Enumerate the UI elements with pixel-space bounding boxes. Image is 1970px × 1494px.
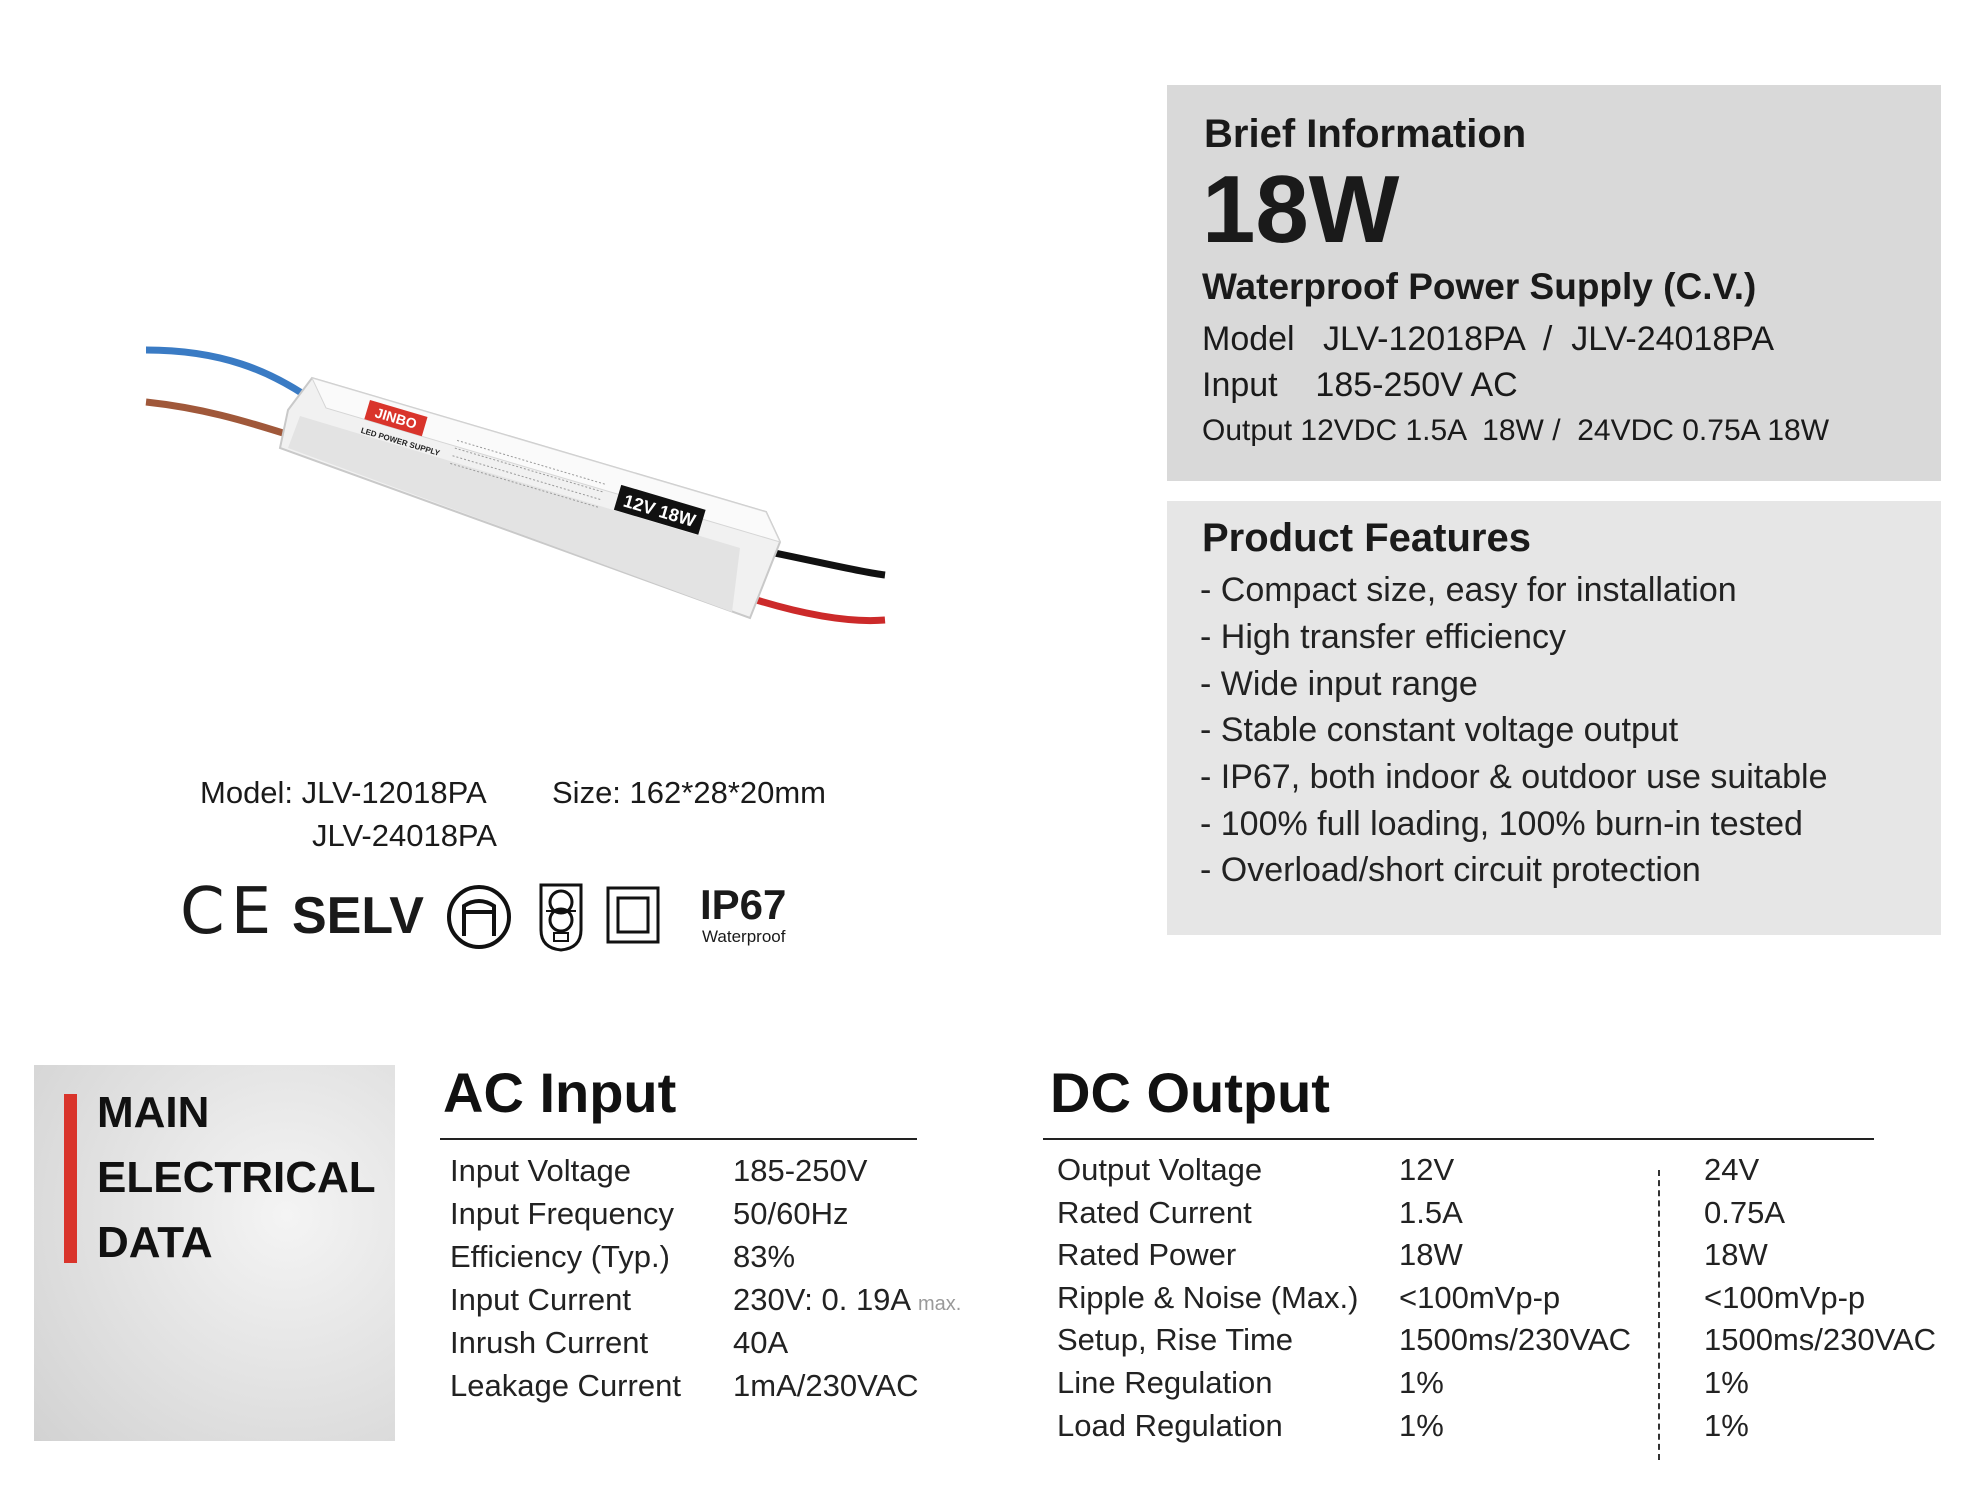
dc-row-12v: 1% [1399,1407,1444,1443]
ac-value: 230V: 0. 19A [733,1282,910,1317]
ac-value: 185-250V [733,1153,868,1188]
safety-transformer-icon [539,883,583,952]
ac-value: 1mA/230VAC [733,1368,919,1403]
model-label: Model: [200,775,294,810]
model-1: JLV-12018PA [301,775,487,810]
dc-row-label: Rated Power [1057,1237,1237,1273]
red-wire [748,594,886,625]
column-divider [1658,1170,1660,1460]
output-line-label: Output [1202,414,1293,447]
ce-mark: CE [180,875,278,949]
brown-wire [145,398,301,442]
product-name: Waterproof Power Supply (C.V.) [1202,266,1757,307]
ac-input-title: AC Input [443,1061,677,1124]
model-line: Model JLV-12018PA / JLV-24018PA [1202,320,1774,359]
ac-row-value: 40A [733,1325,788,1361]
product-photo: JINBO LED POWER SUPPLY 12V 18W [145,346,886,625]
dc-row-12v: <100mVp-p [1399,1279,1561,1315]
main-label-line: ELECTRICAL [97,1153,376,1202]
input-line: Input 185-250V AC [1202,366,1518,405]
dc-row-24v: 1% [1704,1365,1749,1400]
ac-value: 50/60Hz [733,1196,849,1231]
dc-row-24v: <100mVp-p [1704,1279,1866,1315]
ac-value: 83% [733,1239,796,1274]
dc-output-rule [1043,1138,1874,1140]
ac-row-value: 230V: 0. 19A max. [733,1282,961,1318]
model-2: JLV-24018PA [312,818,497,853]
blue-wire [145,346,318,405]
selv-mark: SELV [292,887,424,945]
dc-row-24v: 0.75A [1704,1194,1786,1230]
dc-row-label: Line Regulation [1057,1365,1273,1400]
dc-row-label: Load Regulation [1057,1407,1283,1443]
ac-row-value: 185-250V [733,1153,867,1189]
ac-row-label: Input Voltage [450,1153,631,1188]
size-caption: Size: 162*28*20mm [552,775,826,811]
brief-title: Brief Information [1204,112,1527,156]
dc-row-24v: 1500ms/230VAC [1704,1322,1937,1358]
product-features-panel [1167,501,1941,935]
main-label-line: DATA [97,1218,213,1267]
ip67-mark: IP67 [700,881,787,928]
black-wire [759,546,886,579]
output-line-value: 12VDC 1.5A 18W / 24VDC 0.75A 18W [1300,414,1830,447]
brand-logo-box [364,400,428,437]
dc-row-label: Setup, Rise Time [1057,1322,1294,1358]
dc-row-24v: 1% [1704,1407,1749,1443]
feature-item: - Compact size, easy for installation [1200,571,1737,609]
ac-input-rule [440,1138,917,1140]
size-label: Size: [552,775,621,810]
ac-value: 40A [733,1325,789,1360]
accent-bar [64,1094,77,1263]
features-title: Product Features [1202,516,1531,560]
dc-row-12v: 1% [1399,1365,1444,1400]
feature-item: - Stable constant voltage output [1200,711,1679,749]
dc-row-label: Output Voltage [1057,1152,1263,1187]
furniture-mount-icon [447,885,511,949]
input-line-label: Input [1202,366,1278,404]
main-label-line: MAIN [97,1088,210,1137]
feature-item: - Overload/short circuit protection [1200,851,1701,889]
ac-row-label: Efficiency (Typ.) [450,1239,670,1274]
ac-row-value: 1mA/230VAC [733,1368,919,1404]
model-line-label: Model [1202,320,1295,358]
model-line-value: JLV-12018PA / JLV-24018PA [1322,320,1775,358]
ac-row-label: Leakage Current [450,1368,681,1403]
ac-row-label: Input Frequency [450,1196,675,1231]
ac-row-value: 83% [733,1239,795,1275]
feature-item: - 100% full loading, 100% burn-in tested [1200,805,1803,843]
model-caption: Model: JLV-12018PA [200,775,487,811]
dc-row-label: Ripple & Noise (Max.) [1057,1279,1359,1315]
feature-item: - Wide input range [1200,665,1478,703]
ac-row-value: 50/60Hz [733,1196,848,1232]
dc-row-label: Rated Current [1057,1194,1252,1230]
ac-note: max. [918,1293,962,1315]
ac-row-label: Inrush Current [450,1325,649,1360]
dc-row-12v: 1500ms/230VAC [1399,1322,1632,1358]
ac-row-label: Input Current [450,1282,631,1317]
ip67-sub: Waterproof [702,927,786,946]
power-rating: 18W [1202,156,1400,263]
dc-row-24v: 18W [1704,1237,1768,1273]
feature-item: - High transfer efficiency [1200,618,1566,656]
dc-row-12v: 18W [1399,1237,1463,1273]
dc-row-24v: 24V [1704,1152,1760,1187]
double-insulation-icon [606,886,660,944]
size-value: 162*28*20mm [629,775,827,810]
output-line: Output 12VDC 1.5A 18W / 24VDC 0.75A 18W [1202,414,1829,448]
dc-row-12v: 12V [1399,1152,1455,1187]
feature-item: - IP67, both indoor & outdoor use suitab… [1200,758,1828,796]
dc-row-12v: 1.5A [1399,1194,1463,1230]
main-electrical-data-panel [34,1065,395,1441]
dc-output-title: DC Output [1050,1061,1330,1124]
input-line-value: 185-250V AC [1315,366,1518,404]
brief-information-panel [1167,85,1941,481]
